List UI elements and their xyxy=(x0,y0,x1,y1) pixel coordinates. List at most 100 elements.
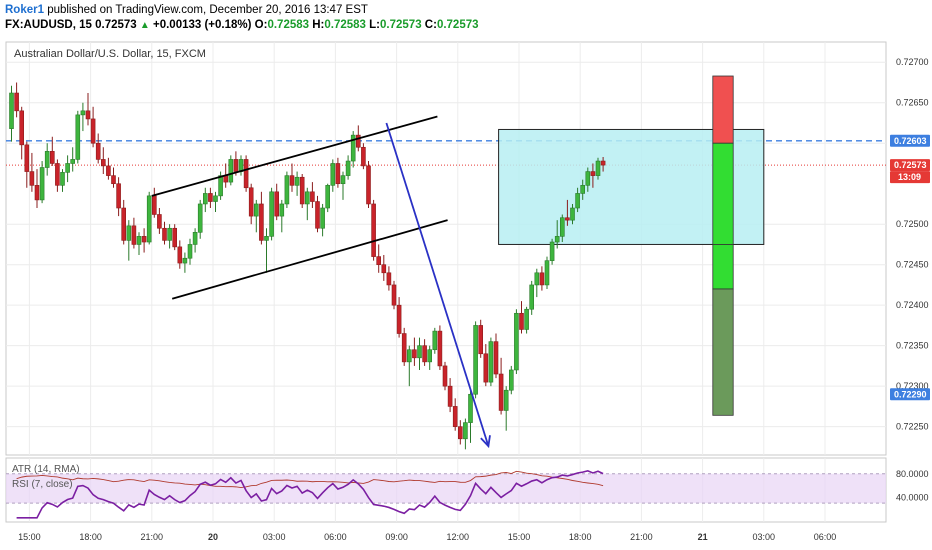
candle-body xyxy=(345,160,351,176)
symbol-label: FX:AUDUSD, 15 xyxy=(5,19,92,31)
candle-body xyxy=(524,308,529,330)
open-label: O: xyxy=(254,19,268,31)
channel-lower-line[interactable] xyxy=(171,219,448,300)
candle-body xyxy=(371,203,376,257)
candle-body xyxy=(534,272,540,286)
candle-body xyxy=(248,187,254,217)
x-tick-label: 18:00 xyxy=(569,532,592,542)
close-label: C: xyxy=(424,19,437,31)
candle-body xyxy=(49,151,55,164)
candle-body xyxy=(24,144,30,172)
candle-body xyxy=(80,110,86,116)
candle-body xyxy=(514,312,519,371)
x-tick-label: 09:00 xyxy=(385,532,408,542)
candle-body xyxy=(284,175,290,205)
y-tick-label: 0.72400 xyxy=(896,300,929,310)
candle-body xyxy=(111,175,116,185)
candle-body xyxy=(432,330,438,351)
high-value: 0.72583 xyxy=(324,19,366,31)
rsi-label: RSI (7, close) xyxy=(12,479,73,490)
candle-body xyxy=(70,159,75,164)
candle-body xyxy=(600,160,606,166)
arrow-head-icon xyxy=(480,435,491,449)
candle-body xyxy=(60,172,65,186)
atr-line xyxy=(16,470,604,488)
candle-body xyxy=(565,217,570,221)
candle-body xyxy=(452,406,458,427)
chart-title: Australian Dollar/U.S. Dollar, 15, FXCM xyxy=(14,48,206,60)
candle-body xyxy=(391,284,397,306)
candle-body xyxy=(493,341,499,375)
stop-loss-zone[interactable] xyxy=(712,75,734,144)
publisher-username[interactable]: Roker1 xyxy=(5,4,44,16)
candle-body xyxy=(19,110,25,146)
x-tick-label: 03:00 xyxy=(263,532,286,542)
candle-body xyxy=(498,373,504,411)
candle-body xyxy=(417,345,422,359)
rsi-line xyxy=(16,469,604,519)
price-tag-text: 0.72603 xyxy=(894,136,927,146)
candle-body xyxy=(559,217,565,237)
candle-body xyxy=(197,203,203,233)
x-tick-label: 12:00 xyxy=(447,532,470,542)
candle-body xyxy=(162,227,167,241)
published-info: Roker1 published on TradingView.com, Dec… xyxy=(5,3,368,17)
target-zone[interactable] xyxy=(712,142,734,290)
candle-body xyxy=(590,171,596,176)
y-tick-label: 0.72650 xyxy=(896,98,929,108)
candle-body xyxy=(315,201,320,229)
candle-body xyxy=(350,134,356,162)
candle-body xyxy=(570,207,575,221)
x-tick-label: 03:00 xyxy=(753,532,776,542)
candle-body xyxy=(238,159,244,172)
candle-body xyxy=(463,422,468,440)
candle-body xyxy=(172,227,177,248)
candle-body xyxy=(310,191,315,202)
candle-body xyxy=(437,330,443,367)
candle-body xyxy=(29,171,35,186)
low-value: 0.72573 xyxy=(380,19,422,31)
candle-body xyxy=(447,385,453,407)
candle-body xyxy=(208,193,213,202)
candle-body xyxy=(269,191,274,237)
candle-body xyxy=(264,236,269,241)
drawing-annotations xyxy=(151,115,491,449)
candle-body xyxy=(279,203,285,217)
candle-body xyxy=(575,193,580,209)
candle-body xyxy=(468,393,473,423)
y-tick-label: 0.72450 xyxy=(896,260,929,270)
x-tick-label: 15:00 xyxy=(18,532,41,542)
candle-body xyxy=(478,325,484,355)
candle-body xyxy=(580,185,586,194)
up-arrow-icon: ▲ xyxy=(139,20,150,31)
candle-body xyxy=(106,165,111,176)
channel-upper-line[interactable] xyxy=(151,115,438,197)
indicator-y-tick: 40.0000 xyxy=(896,492,929,502)
candle-body xyxy=(39,167,45,201)
candle-body xyxy=(44,151,50,168)
candle-body xyxy=(544,260,550,286)
candle-body xyxy=(233,159,239,172)
candle-body xyxy=(406,349,412,363)
candle-body xyxy=(335,163,341,185)
extended-target-zone[interactable] xyxy=(712,288,734,416)
x-tick-label: 06:00 xyxy=(814,532,837,542)
trend-arrow-line[interactable] xyxy=(385,122,490,447)
candle-body xyxy=(503,389,509,411)
candle-body xyxy=(320,207,325,229)
candle-body xyxy=(289,175,295,186)
candle-body xyxy=(167,227,172,241)
candle-body xyxy=(366,165,371,205)
indicator-y-tick: 80.0000 xyxy=(896,469,929,479)
candle-body xyxy=(116,183,121,209)
candle-body xyxy=(126,225,132,241)
y-tick-label: 0.72250 xyxy=(896,422,929,432)
price-pane[interactable] xyxy=(5,41,887,456)
candle-body xyxy=(330,163,336,186)
candle-body xyxy=(473,325,478,395)
x-tick-label: 21:00 xyxy=(630,532,653,542)
candle-body xyxy=(361,146,366,167)
candle-body xyxy=(203,193,208,205)
candle-body xyxy=(483,353,489,383)
